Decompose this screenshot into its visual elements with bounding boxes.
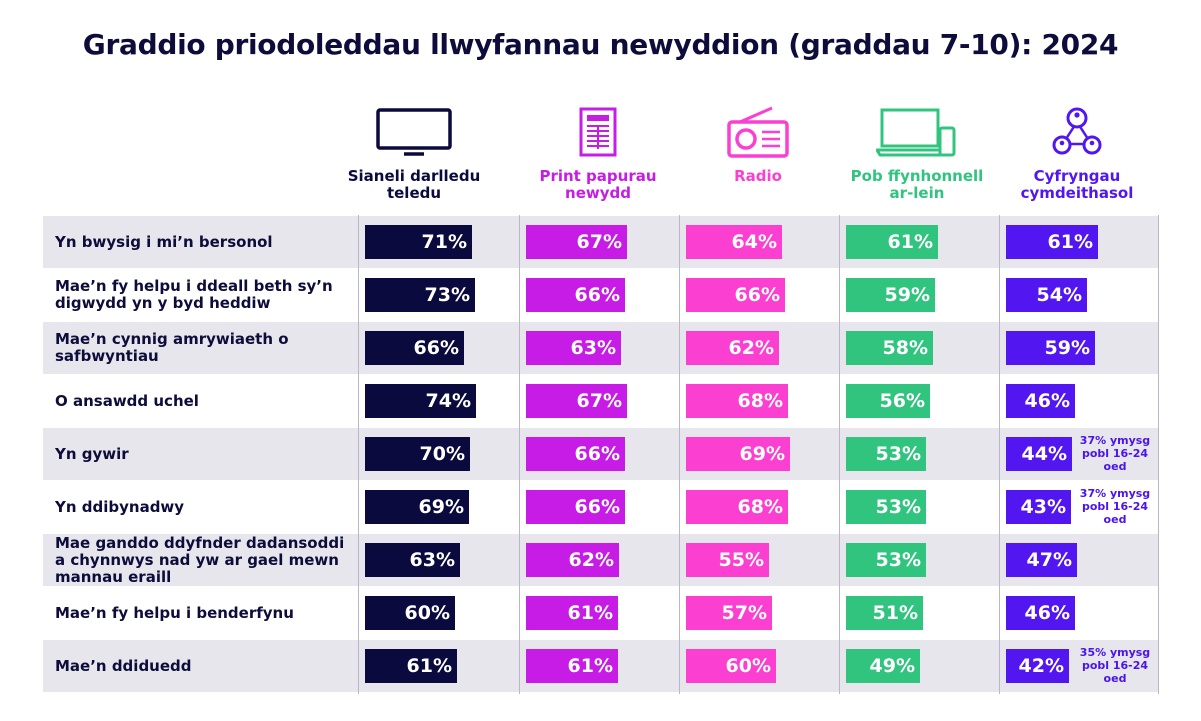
bar-laptop-phone-row-4: 56% — [846, 384, 930, 418]
bar-newspaper-row-9: 61% — [526, 649, 618, 683]
column-divider — [358, 215, 359, 694]
column-header-print: Print papurau newydd — [523, 100, 673, 202]
bar-tv-row-5: 70% — [365, 437, 470, 471]
row-label: O ansawdd uchel — [55, 391, 199, 410]
row-label: Yn bwysig i mi’n bersonol — [55, 232, 273, 251]
bar-radio-row-3: 62% — [686, 331, 779, 365]
bar-laptop-phone-row-5: 53% — [846, 437, 926, 471]
column-divider — [519, 215, 520, 694]
bar-social-network-row-1: 61% — [1006, 225, 1098, 259]
row-label: Mae’n fy helpu i benderfynu — [55, 603, 294, 622]
bar-newspaper-row-1: 67% — [526, 225, 627, 259]
bar-newspaper-row-2: 66% — [526, 278, 625, 312]
bar-tv-row-1: 71% — [365, 225, 472, 259]
column-divider — [679, 215, 680, 694]
column-label-social: Cyfryngau cymdeithasol — [1020, 167, 1134, 202]
row-label: Mae’n ddiduedd — [55, 656, 192, 675]
row-label: Mae ganddo ddyfnder dadansoddi a chynnwy… — [55, 533, 345, 586]
bar-newspaper-row-4: 67% — [526, 384, 627, 418]
radio-icon — [683, 100, 833, 158]
annotation-note: 37% ymysg pobl 16-24 oed — [1079, 487, 1151, 526]
row-label: Yn gywir — [55, 444, 129, 463]
bar-newspaper-row-7: 62% — [526, 543, 619, 577]
row-label: Mae’n fy helpu i ddeall beth sy’n digwyd… — [55, 277, 333, 312]
bar-radio-row-4: 68% — [686, 384, 788, 418]
bar-laptop-phone-row-7: 53% — [846, 543, 926, 577]
bar-radio-row-1: 64% — [686, 225, 782, 259]
bar-laptop-phone-row-2: 59% — [846, 278, 935, 312]
tv-icon — [339, 100, 489, 158]
bar-social-network-row-9: 42% — [1006, 649, 1069, 683]
laptop-phone-icon — [842, 100, 992, 158]
bar-laptop-phone-row-1: 61% — [846, 225, 938, 259]
social-network-icon — [1002, 100, 1152, 158]
bar-radio-row-7: 55% — [686, 543, 769, 577]
column-label-online: Pob ffynhonnell ar-lein — [850, 167, 984, 202]
bar-radio-row-2: 66% — [686, 278, 785, 312]
bar-newspaper-row-5: 66% — [526, 437, 625, 471]
bar-social-network-row-2: 54% — [1006, 278, 1087, 312]
bar-tv-row-7: 63% — [365, 543, 460, 577]
column-divider — [839, 215, 840, 694]
bar-laptop-phone-row-9: 49% — [846, 649, 920, 683]
bar-tv-row-9: 61% — [365, 649, 457, 683]
bar-tv-row-2: 73% — [365, 278, 475, 312]
bar-laptop-phone-row-3: 58% — [846, 331, 933, 365]
column-label-radio: Radio — [734, 167, 782, 185]
bar-social-network-row-8: 46% — [1006, 596, 1075, 630]
bar-social-network-row-3: 59% — [1006, 331, 1095, 365]
column-header-online: Pob ffynhonnell ar-lein — [842, 100, 992, 202]
bar-social-network-row-7: 47% — [1006, 543, 1077, 577]
bar-tv-row-3: 66% — [365, 331, 464, 365]
chart-title: Graddio priodoleddau llwyfannau newyddio… — [82, 28, 1119, 61]
bar-tv-row-8: 60% — [365, 596, 455, 630]
column-label-print: Print papurau newydd — [539, 167, 657, 202]
annotation-note: 35% ymysg pobl 16-24 oed — [1079, 646, 1151, 685]
bar-radio-row-9: 60% — [686, 649, 776, 683]
bar-laptop-phone-row-8: 51% — [846, 596, 923, 630]
bar-radio-row-8: 57% — [686, 596, 772, 630]
newspaper-icon — [523, 100, 673, 158]
bar-radio-row-5: 69% — [686, 437, 790, 471]
bar-newspaper-row-8: 61% — [526, 596, 618, 630]
row-label: Mae’n cynnig amrywiaeth o safbwyntiau — [55, 330, 289, 365]
column-header-radio: Radio — [683, 100, 833, 185]
column-header-tv: Sianeli darlledu teledu — [339, 100, 489, 202]
column-divider — [999, 215, 1000, 694]
annotation-note: 37% ymysg pobl 16-24 oed — [1079, 434, 1151, 473]
bar-social-network-row-5: 44% — [1006, 437, 1072, 471]
row-label: Yn ddibynadwy — [55, 497, 185, 516]
column-label-tv: Sianeli darlledu teledu — [347, 167, 481, 202]
bar-social-network-row-4: 46% — [1006, 384, 1075, 418]
bar-tv-row-4: 74% — [365, 384, 476, 418]
bar-radio-row-6: 68% — [686, 490, 788, 524]
bar-newspaper-row-6: 66% — [526, 490, 625, 524]
bar-laptop-phone-row-6: 53% — [846, 490, 926, 524]
column-divider — [1158, 215, 1159, 694]
bar-tv-row-6: 69% — [365, 490, 469, 524]
column-header-social: Cyfryngau cymdeithasol — [1002, 100, 1152, 202]
bar-newspaper-row-3: 63% — [526, 331, 621, 365]
bar-social-network-row-6: 43% — [1006, 490, 1071, 524]
